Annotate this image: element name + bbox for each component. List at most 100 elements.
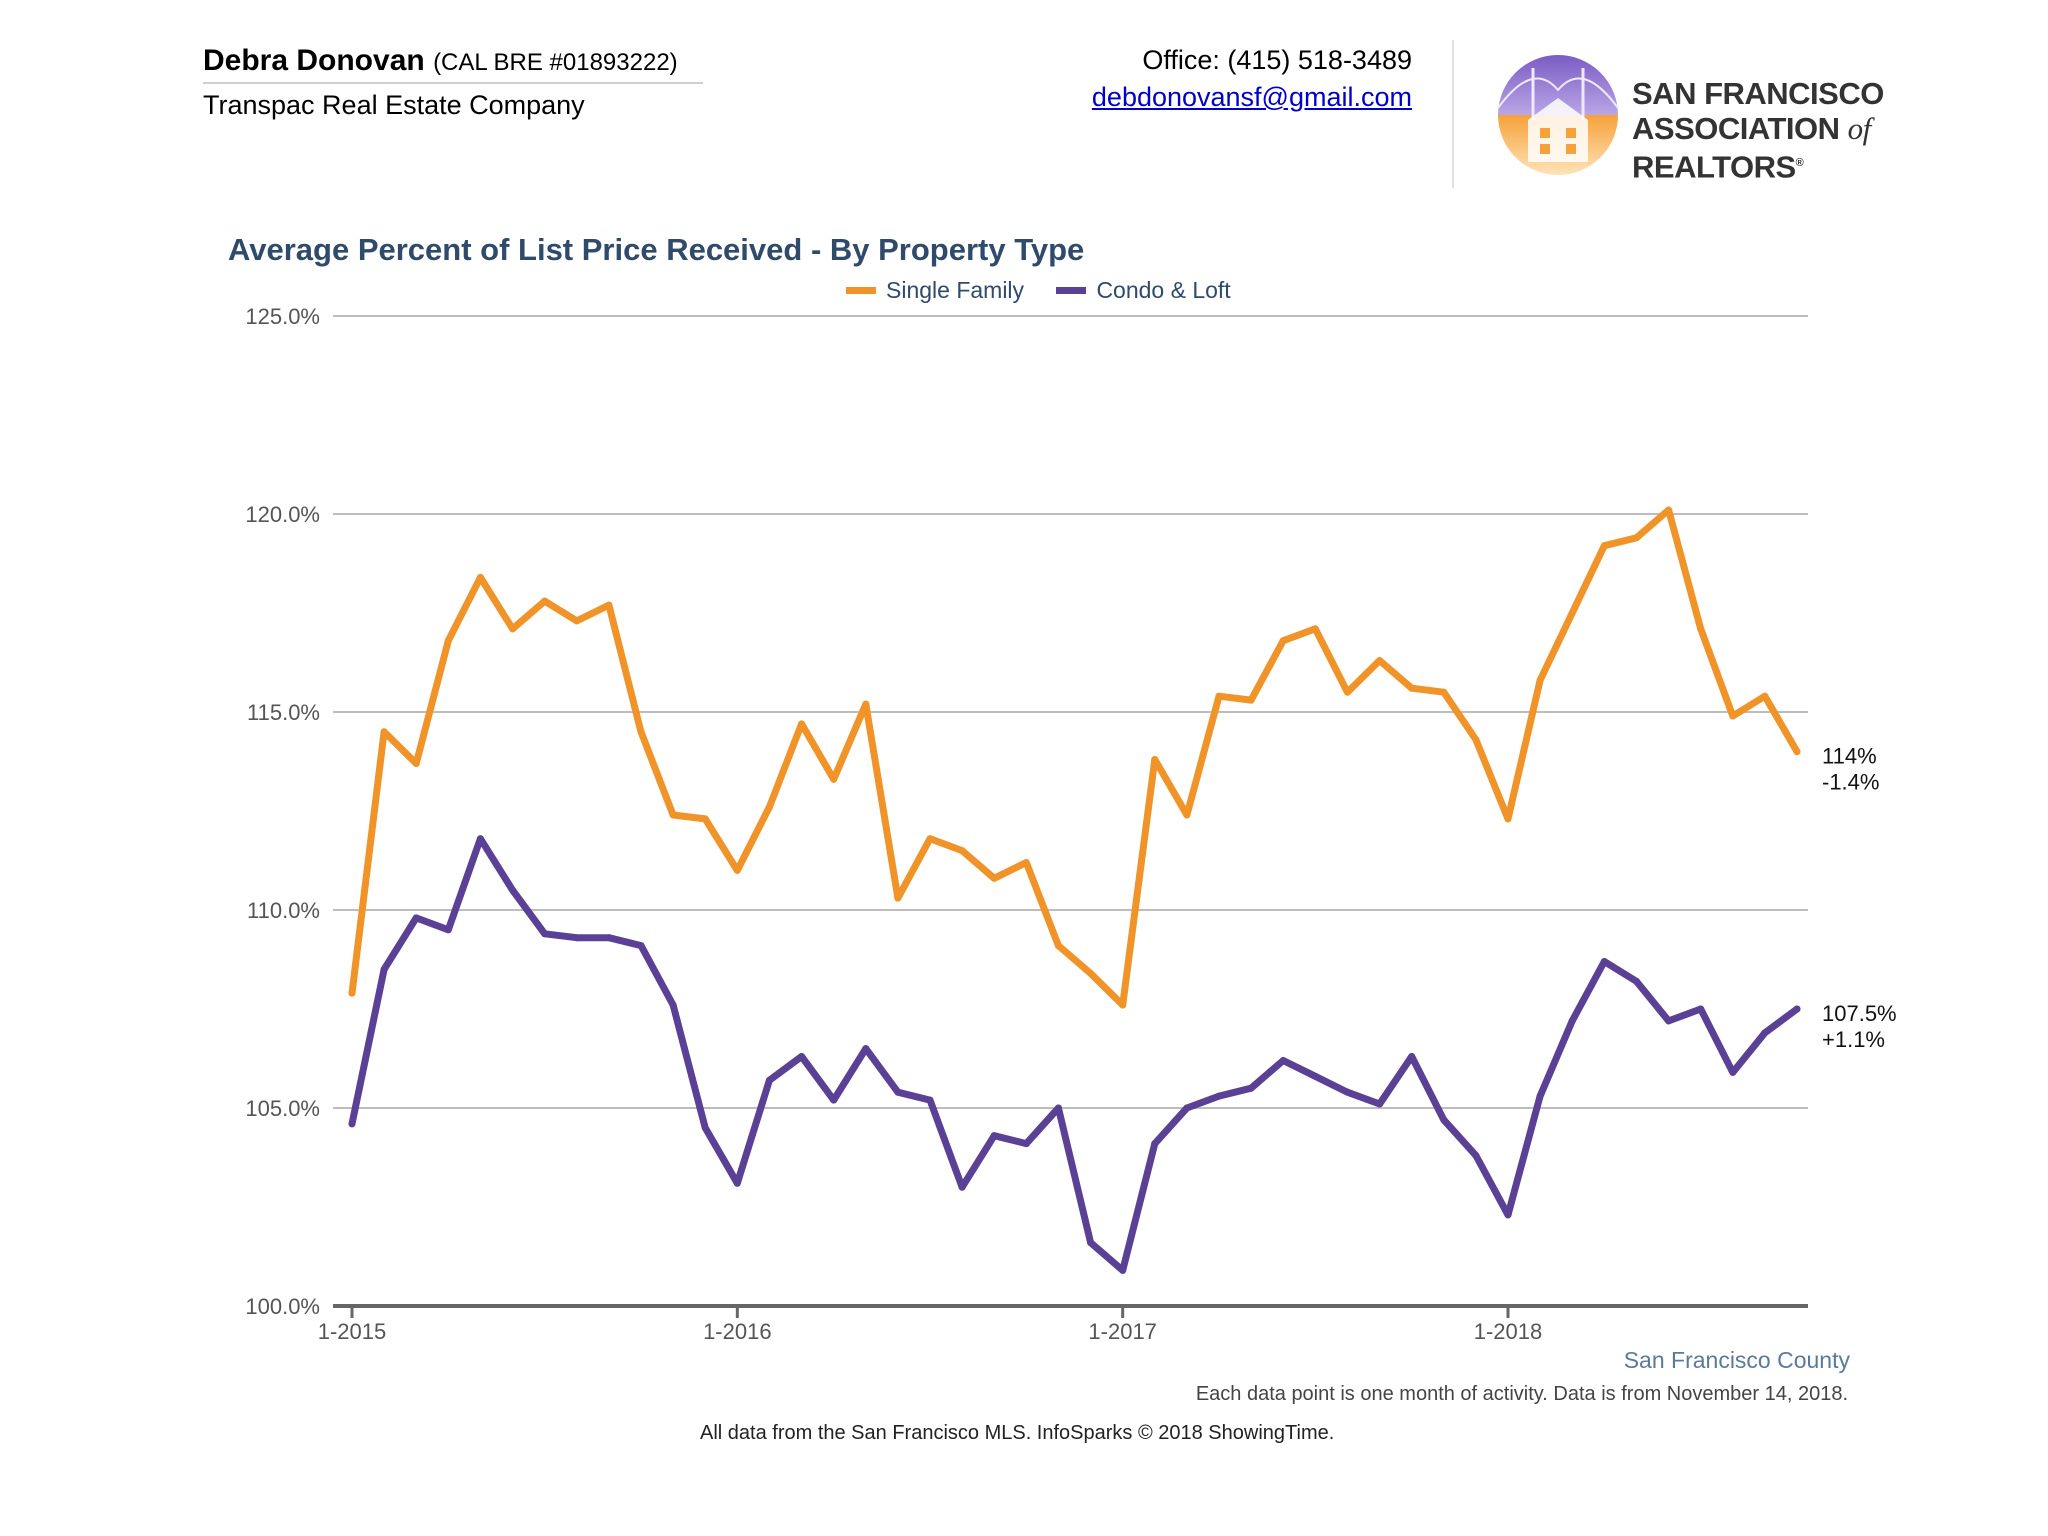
data-point [798,1053,806,1061]
data-point [1376,657,1384,665]
sfar-logo-icon [1497,55,1619,175]
logo-line-2: ASSOCIATION of REALTORS® [1632,111,1871,185]
data-point [1279,1056,1287,1064]
data-point [798,720,806,728]
data-point [1472,1152,1480,1160]
data-point [1054,942,1062,950]
data-point [573,617,581,625]
data-point [1536,676,1544,684]
data-point [926,1096,934,1104]
y-tick-label: 125.0% [245,304,320,329]
data-point [476,835,484,843]
company-name: Transpac Real Estate Company [203,90,585,120]
agent-info: Debra Donovan (CAL BRE #01893222) [203,44,678,78]
data-point [348,1120,356,1128]
data-point [1793,748,1801,756]
data-point [862,1045,870,1053]
data-point [1311,1072,1319,1080]
data-point [701,1124,709,1132]
region-label: San Francisco County [1623,1347,1850,1373]
data-point [1022,858,1030,866]
series-line-condo-loft [348,835,1801,1274]
data-point [1087,1239,1095,1247]
data-point [380,965,388,973]
header-rule [203,82,703,84]
data-point [1119,1266,1127,1274]
data-point [926,835,934,843]
header-divider [1452,40,1454,188]
y-tick-label: 115.0% [247,700,320,725]
x-tick-label: 1-2015 [318,1319,387,1344]
email-link[interactable]: debdonovansf@gmail.com [1091,82,1412,112]
data-point [1729,712,1737,720]
data-point [1279,637,1287,645]
data-point [669,1001,677,1009]
data-point [637,942,645,950]
data-point [990,1132,998,1140]
logo-line-1: SAN FRANCISCO [1632,76,1884,111]
data-point [1697,1005,1705,1013]
data-point [1568,1017,1576,1025]
data-point [1665,1017,1673,1025]
data-point [380,728,388,736]
data-point [637,728,645,736]
data-point [990,874,998,882]
data-point [701,815,709,823]
agent-license: (CAL BRE #01893222) [433,49,678,76]
data-point [1600,957,1608,965]
data-point [444,637,452,645]
x-tick-label: 1-2018 [1474,1319,1543,1344]
data-point [1119,1001,1127,1009]
data-point [1376,1100,1384,1108]
data-point [509,625,517,633]
data-point [1504,815,1512,823]
data-point [1343,1088,1351,1096]
data-point [1183,811,1191,819]
data-point [733,866,741,874]
series-line-single-family [348,506,1801,1009]
data-point [509,886,517,894]
data-point [1632,977,1640,985]
chart-legend: Single Family Condo & Loft [846,276,1257,304]
data-point [1440,688,1448,696]
data-point [1697,625,1705,633]
data-note: Each data point is one month of activity… [1195,1383,1848,1405]
data-point [541,597,549,605]
data-point [862,700,870,708]
end-label-change: -1.4% [1822,770,1879,795]
data-point [1729,1068,1737,1076]
x-tick-label: 1-2016 [703,1319,772,1344]
data-point [894,1088,902,1096]
data-point [1183,1104,1191,1112]
data-point [1151,756,1159,764]
legend-swatch-single-family [846,286,876,294]
data-point [541,930,549,938]
data-point [348,989,356,997]
data-point [958,847,966,855]
agent-name: Debra Donovan [203,44,425,77]
data-point [1408,1053,1416,1061]
data-point [1215,692,1223,700]
y-tick-label: 100.0% [245,1294,320,1319]
data-point [444,926,452,934]
y-tick-label: 110.0% [247,898,320,923]
data-point [1247,696,1255,704]
data-point [1022,1140,1030,1148]
end-label-change: +1.1% [1822,1027,1885,1052]
data-point [605,934,613,942]
data-point [1536,1092,1544,1100]
sfar-logo-text: SAN FRANCISCO ASSOCIATION of REALTORS® [1632,76,2048,184]
office-phone: Office: (415) 518-3489 [1142,45,1412,75]
data-point [1793,1005,1801,1013]
data-point [412,759,420,767]
y-tick-label: 120.0% [245,502,320,527]
data-point [1087,969,1095,977]
data-point [1311,625,1319,633]
chart-title: Average Percent of List Price Received -… [228,232,1085,267]
data-point [830,1096,838,1104]
data-point [605,601,613,609]
data-point [412,914,420,922]
data-point [1440,1116,1448,1124]
legend-swatch-condo-loft [1056,286,1087,294]
data-point [1151,1140,1159,1148]
